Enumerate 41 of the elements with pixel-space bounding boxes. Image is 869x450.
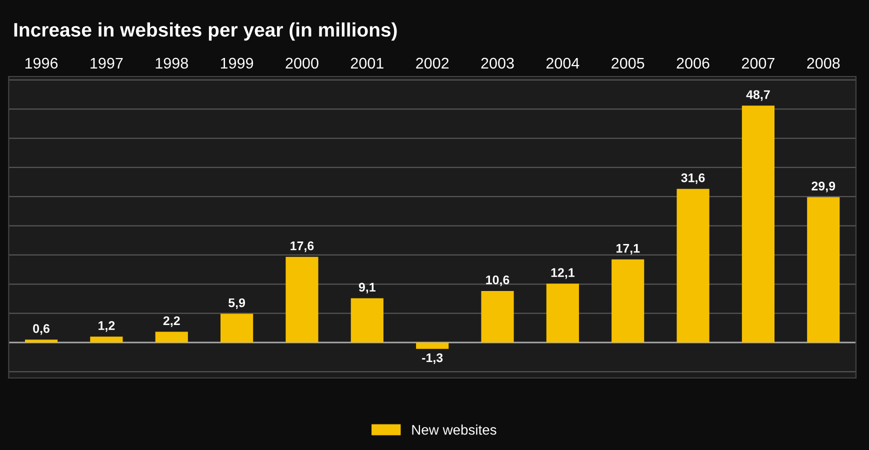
data-label: 17,1 xyxy=(616,244,640,255)
bar xyxy=(24,340,58,342)
data-label: 9,1 xyxy=(358,282,376,294)
data-label: 12,1 xyxy=(551,268,574,279)
x-tick-label: 2007 xyxy=(742,58,774,69)
x-tick-label: 2002 xyxy=(416,58,449,69)
bar xyxy=(286,256,318,342)
bar xyxy=(546,284,579,342)
data-label: 2,2 xyxy=(163,316,180,327)
data-label: -1,3 xyxy=(422,353,443,364)
bar xyxy=(350,298,384,342)
data-label: 5,9 xyxy=(228,298,246,309)
bar xyxy=(612,259,644,342)
x-tick-label: 2006 xyxy=(676,58,710,69)
data-label: 31,6 xyxy=(681,173,705,184)
data-label: 17,6 xyxy=(290,241,314,252)
x-tick-label: 2004 xyxy=(546,58,580,69)
bar xyxy=(742,106,774,342)
x-tick-label: 1996 xyxy=(25,58,58,69)
bar xyxy=(90,336,123,342)
bar xyxy=(481,290,514,342)
data-label: 10,6 xyxy=(486,275,510,286)
bar xyxy=(676,188,710,342)
x-tick-label: 2008 xyxy=(807,58,840,69)
data-label: 0,6 xyxy=(33,324,50,335)
bar xyxy=(155,332,188,342)
data-label: 29,9 xyxy=(812,182,836,192)
bar xyxy=(220,314,254,342)
x-tick-label: 2005 xyxy=(612,58,644,69)
data-label: 1,2 xyxy=(98,321,115,332)
bar xyxy=(416,342,449,349)
x-tick-label: 2000 xyxy=(286,58,318,69)
legend-label: New websites xyxy=(412,424,496,435)
x-tick-label: 2001 xyxy=(350,58,384,69)
chart-title: Increase in websites per year (in millions) xyxy=(14,22,397,41)
x-tick-label: 1999 xyxy=(220,58,254,69)
x-tick-label: 1997 xyxy=(90,58,123,69)
bar xyxy=(807,197,840,342)
x-tick-label: 2003 xyxy=(481,58,514,69)
x-tick-label: 1998 xyxy=(156,58,188,69)
data-label: 48,7 xyxy=(746,90,770,101)
